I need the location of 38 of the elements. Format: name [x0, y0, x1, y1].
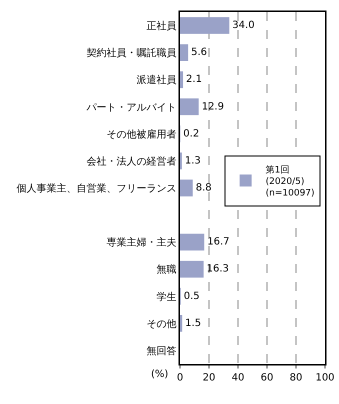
y-tick-label: 会社・法人の経営者 — [86, 155, 176, 168]
data-label: 1.5 — [185, 318, 202, 329]
data-label: 0.2 — [183, 128, 200, 140]
y-tick-label: パート・アルバイト — [86, 102, 176, 114]
x-tick-label: 100 — [315, 372, 335, 384]
data-label: 16.3 — [206, 264, 229, 275]
y-tick-label: その他 — [146, 318, 176, 330]
x-tick-label: 20 — [202, 372, 216, 384]
y-tick-label: 無回答 — [146, 344, 176, 357]
x-tick-label: 80 — [290, 372, 302, 384]
y-tick-label: 個人事業主、自営業、フリーランス — [16, 182, 176, 194]
y-tick-label: その他被雇用者 — [106, 128, 176, 140]
y-tick-label: 専業主婦・主夫 — [106, 236, 176, 249]
bar — [180, 180, 193, 196]
x-axis-title: (%) — [151, 369, 168, 380]
data-label: 2.1 — [186, 74, 202, 86]
data-label: 8.8 — [196, 182, 212, 194]
y-tick-label: 派遣社員 — [136, 74, 176, 86]
data-label: 34.0 — [232, 20, 255, 32]
bar — [180, 44, 188, 62]
bar — [180, 98, 199, 116]
x-tick-label: 40 — [232, 372, 244, 384]
y-tick-label: 契約社員・嘱託職員 — [86, 47, 176, 60]
bar — [180, 260, 204, 278]
x-tick-label: 60 — [260, 372, 274, 384]
data-label: 0.5 — [184, 290, 200, 302]
x-tick-label: 0 — [176, 372, 184, 384]
bar — [180, 234, 204, 251]
data-label: 16.7 — [207, 236, 230, 248]
bar — [180, 17, 230, 34]
data-label: 5.6 — [191, 47, 208, 58]
data-label: 12.9 — [202, 101, 224, 112]
bar — [180, 71, 184, 88]
y-tick-label: 正社員 — [146, 20, 176, 32]
legend-label: 第1回 (2020/5) (n=10097) — [266, 164, 315, 199]
y-tick-label: 無職 — [156, 264, 176, 276]
y-tick-label: 学生 — [156, 290, 176, 303]
data-label: 1.3 — [184, 155, 201, 166]
